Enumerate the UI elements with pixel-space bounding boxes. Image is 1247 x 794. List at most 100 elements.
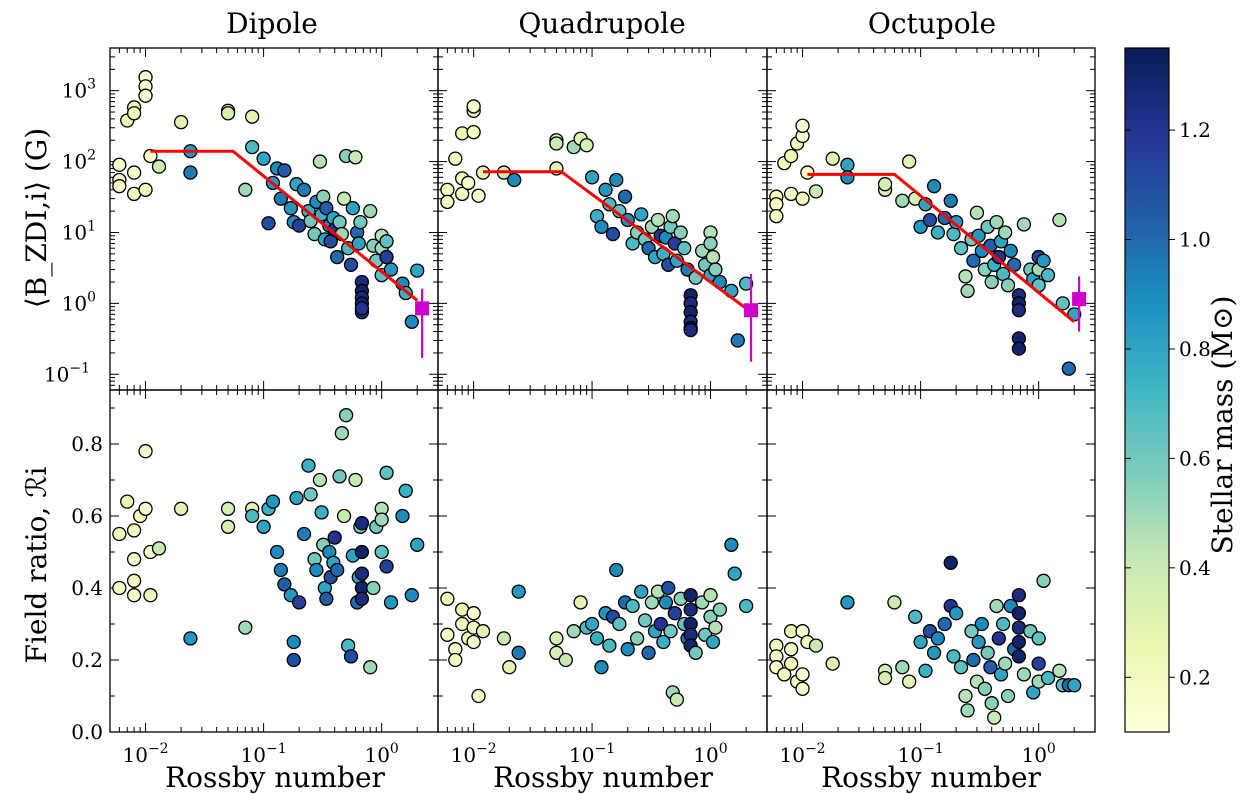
octupole-top-data-point <box>769 197 784 212</box>
octupole-bottom-data-point <box>953 660 969 675</box>
octupole-top-data-point <box>1052 212 1067 228</box>
octupole-bottom-data-point <box>1011 588 1027 603</box>
octupole-top-data-point <box>966 253 981 268</box>
dipole-bottom-data-point <box>126 573 142 588</box>
dipole-bottom-data-point <box>312 472 328 488</box>
dipole-top-data-point <box>151 159 167 174</box>
quadrupole-top-data-point <box>609 172 624 188</box>
octupole-bottom-x-tick-exp: −1 <box>923 741 944 757</box>
colorbar-tick-label: 0.6 <box>1179 446 1211 470</box>
dipole-top-data-point <box>343 257 359 272</box>
dipole-top-marker <box>415 301 430 316</box>
quadrupole-bottom-data-point <box>705 634 721 650</box>
quadrupole-bottom-data-point <box>471 688 486 704</box>
colorbar-tick-label: 0.8 <box>1179 337 1211 361</box>
dipole-bottom-data-point <box>363 660 378 675</box>
octupole-bottom-data-point <box>1067 678 1082 693</box>
colorbar-tick-label: 0.4 <box>1179 556 1211 580</box>
octupole-top-data-point <box>769 208 784 224</box>
quadrupole-bottom-data-point <box>466 606 481 621</box>
column-title-octupole: Octupole <box>868 7 996 40</box>
dipole-top-data-point <box>238 182 253 197</box>
octupole-top-data-point <box>1000 278 1016 293</box>
quadrupole-top-data-point <box>617 189 633 204</box>
quadrupole-bottom-data-point <box>667 606 682 621</box>
octupole-bottom-data-point <box>913 634 928 650</box>
octupole-bottom-data-point <box>1040 670 1056 686</box>
dipole-bottom-data-point <box>410 537 425 552</box>
quadrupole-top-data-point <box>461 175 476 191</box>
quadrupole-bottom-data-point <box>440 627 455 642</box>
quadrupole-bottom-data-point <box>620 642 635 657</box>
octupole-bottom-data-point <box>997 656 1013 671</box>
dipole-bottom-data-point <box>303 487 318 502</box>
dipole-bottom-data-point <box>126 588 142 603</box>
quadrupole-bottom-data-point <box>644 595 660 610</box>
dipole-top-data-point <box>330 249 345 265</box>
quadrupole-bottom-x-tick-label: 10−2 <box>451 741 497 767</box>
quadrupole-top-data-point <box>594 219 609 235</box>
dipole-bottom-data-point <box>398 483 413 498</box>
dipole-bottom-x-tick-exp: −1 <box>266 741 287 757</box>
octupole-top-data-point <box>877 177 893 192</box>
dipole-top-data-point <box>404 314 419 329</box>
top-y-tick-label: 100 <box>62 289 96 315</box>
dipole-bottom-data-point <box>286 652 301 668</box>
dipole-bottom-data-point <box>289 490 304 506</box>
quadrupole-bottom-data-point <box>712 602 728 617</box>
octupole-bottom-data-point <box>991 631 1007 646</box>
octupole-bottom-data-point <box>1011 649 1027 664</box>
dipole-bottom-x-tick-label: 100 <box>364 741 398 767</box>
quadrupole-bottom-data-point <box>634 584 649 599</box>
octupole-bottom-data-point <box>877 670 893 686</box>
octupole-bottom-data-point <box>1011 634 1027 650</box>
bottom-y-axis-label: Field ratio, ℛi <box>20 466 53 663</box>
quadrupole-bottom-data-point <box>466 634 481 650</box>
quadrupole-bottom-data-point <box>511 645 526 660</box>
dipole-bottom-data-point <box>395 508 410 524</box>
quadrupole-bottom-data-point <box>549 645 564 660</box>
octupole-bottom-data-point <box>980 645 995 660</box>
quadrupole-bottom-data-point <box>584 616 600 632</box>
octupole-bottom-x-tick-label: 10−2 <box>779 741 825 767</box>
octupole-top-data-point <box>1055 296 1070 311</box>
quadrupole-bottom-data-point <box>558 652 573 668</box>
dipole-bottom-data-point <box>173 501 189 516</box>
dipole-bottom-data-point <box>138 444 153 459</box>
quadrupole-bottom-data-point <box>502 660 517 675</box>
octupole-bottom-data-point <box>1000 688 1016 704</box>
dipole-bottom-data-point <box>291 595 307 610</box>
dipole-top-data-point <box>220 106 236 121</box>
quadrupole-top-data-point <box>507 172 522 188</box>
octupole-bottom-data-point <box>983 660 998 675</box>
dipole-top-data-point <box>379 234 394 249</box>
octupole-top-data-point <box>895 193 910 208</box>
dipole-bottom-data-point <box>256 519 271 534</box>
dipole-bottom-data-point <box>334 426 350 441</box>
dipole-bottom-data-point <box>238 620 253 635</box>
dipole-top-data-point <box>332 214 347 230</box>
octupole-bottom-data-point <box>995 616 1011 632</box>
octupole-top-data-point <box>1061 361 1076 376</box>
octupole-top-data-point <box>943 193 958 208</box>
dipole-top-data-point <box>336 191 352 206</box>
dipole-bottom-data-point <box>112 526 127 542</box>
dipole-bottom-data-point <box>245 508 260 524</box>
octupole-bottom-data-point <box>974 616 989 632</box>
quadrupole-top-data-point <box>584 170 600 185</box>
octupole-bottom-data-point <box>783 656 799 671</box>
dipole-bottom-data-point <box>301 458 316 473</box>
octupole-top-plot-area <box>769 118 1087 376</box>
octupole-bottom-data-point <box>777 667 792 682</box>
quadrupole-bottom-data-point <box>724 537 739 552</box>
dipole-bottom-data-point <box>126 552 142 567</box>
octupole-top-data-point <box>960 283 975 299</box>
octupole-bottom-data-point <box>960 703 975 718</box>
dipole-bottom-data-point <box>314 505 329 520</box>
quadrupole-top-data-point <box>598 182 613 197</box>
dipole-bottom-plot-area <box>112 408 425 675</box>
quadrupole-bottom-data-point <box>669 692 685 707</box>
dipole-bottom-data-point <box>383 595 399 610</box>
quadrupole-top-data-point <box>579 138 594 153</box>
quadrupole-bottom-data-point <box>641 645 656 660</box>
